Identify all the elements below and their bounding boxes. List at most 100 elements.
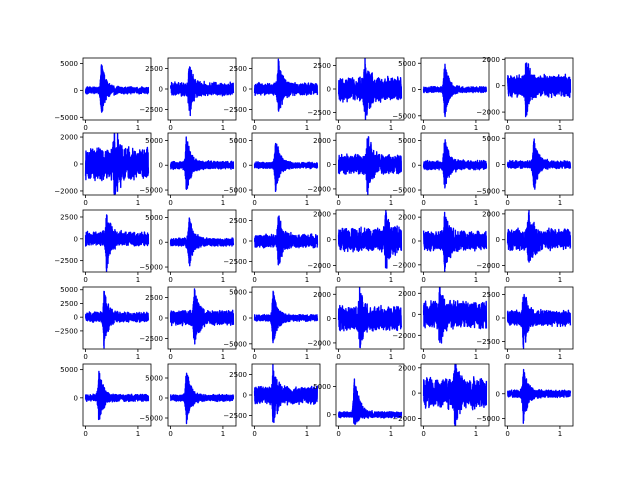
signal-line [506,368,572,424]
y-tick-label: 2500 [60,213,78,221]
axes-frame [335,209,405,273]
y-tick-label: 0 [496,315,500,323]
subplot: 0 1 −2500 0 2500 [223,209,321,284]
subplot: 0 1 −2000 0 2000 [476,209,574,284]
x-tick-label: 0 [252,353,256,361]
subplot: 0 1 −5000 0 [476,363,574,438]
subplot: 0 1 −5000 0 5000 [476,132,574,207]
y-tick-label: 0 [496,161,500,169]
y-tick-label: 0 [496,82,500,90]
signal-line [337,286,403,349]
x-tick-label: 0 [336,353,340,361]
y-tick-label: −2500 [54,257,78,265]
y-tick-label: 5000 [398,137,416,145]
y-tick-label: 2500 [482,291,500,299]
y-tick-label: −5000 [54,114,78,122]
y-tick-label: −2000 [54,187,78,195]
signal-line [422,139,488,189]
signal-line [84,132,150,196]
x-tick-label: 1 [136,430,140,438]
axes-frame [167,209,237,273]
axes-frame [420,57,490,121]
x-tick-label: 1 [305,430,309,438]
y-tick-label: 0 [327,236,331,244]
y-tick-label: 5000 [229,289,247,297]
y-tick-label: 2000 [313,291,331,299]
y-tick-label: 0 [74,314,78,322]
x-tick-label: 1 [305,353,309,361]
x-tick-label: 1 [474,124,478,132]
subplot: 0 1 −2000 0 2000 [307,132,405,207]
y-tick-label: −5000 [139,187,163,195]
subplot: 0 1 −2500 0 2500 5000 [54,286,152,361]
subplot: 0 1 −5000 0 5000 [223,286,321,361]
y-tick-label: −5000 [476,187,500,195]
y-tick-label: 5000 [60,366,78,374]
x-tick-label: 0 [336,199,340,207]
y-tick-label: −5000 [476,415,500,423]
x-tick-label: 0 [505,276,509,284]
axes-frame [335,286,405,350]
signal-line [506,138,572,190]
subplot: 0 1 −5000 0 5000 [223,132,321,207]
x-tick-label: 0 [336,276,340,284]
x-tick-label: 0 [83,124,87,132]
y-tick-label: −2500 [54,327,78,335]
x-tick-label: 0 [505,124,509,132]
subplot: 0 1 −2000 0 2000 [392,209,490,284]
y-tick-label: 2000 [398,290,416,298]
y-tick-label: −2000 [476,109,500,117]
y-tick-label: 0 [159,162,163,170]
x-tick-label: 1 [305,124,309,132]
x-tick-label: 1 [389,276,393,284]
y-tick-label: 5000 [398,60,416,68]
y-tick-label: −5000 [139,415,163,423]
axes-frame [82,209,152,273]
subplot: 0 1 −2000 0 2000 [307,209,405,284]
x-tick-label: 1 [389,124,393,132]
axes-frame [420,286,490,350]
y-tick-label: 2500 [145,65,163,73]
x-tick-label: 0 [168,276,172,284]
x-tick-label: 1 [558,353,562,361]
signal-line [84,64,150,113]
x-tick-label: 1 [389,430,393,438]
signal-line [84,370,150,421]
axes-frame [82,57,152,121]
x-tick-label: 0 [168,124,172,132]
signal-line [422,63,488,118]
x-tick-label: 0 [505,199,509,207]
y-tick-label: 2500 [145,294,163,302]
y-tick-label: −2000 [307,185,331,193]
y-tick-label: 0 [243,86,247,94]
x-tick-label: 1 [474,199,478,207]
y-tick-label: 2000 [60,134,78,142]
axes-frame [504,209,574,273]
y-tick-label: −5000 [392,112,416,120]
subplot: 0 1 −5000 0 5000 [392,132,490,207]
y-tick-label: 0 [243,315,247,323]
y-tick-label: 5000 [60,60,78,68]
subplot: 0 1 −2500 0 2500 [476,286,574,361]
x-tick-label: 1 [389,199,393,207]
axes-frame [335,132,405,196]
y-tick-label: −2000 [307,339,331,347]
x-tick-label: 1 [558,124,562,132]
subplot: 0 1 −5000 0 5000 [139,363,237,438]
axes-frame [82,286,152,350]
y-tick-label: 2500 [60,300,78,308]
subplot: 0 1 0 5000 [313,363,405,438]
signal-line [506,62,572,118]
subplot: 0 1 −5000 0 5000 [139,132,237,207]
signal-line [253,363,319,424]
y-tick-label: 0 [496,236,500,244]
y-tick-label: 0 [243,162,247,170]
x-tick-label: 0 [505,353,509,361]
y-tick-label: 2000 [398,364,416,372]
signal-line [337,57,403,121]
axes-frame [251,132,321,196]
subplot-grid: 0 1 −5000 0 5000 0 1 −2500 0 2500 0 1 −2500 0 2500 0 1 −2… [54,56,574,438]
y-tick-label: 0 [327,86,331,94]
x-tick-label: 1 [305,199,309,207]
signal-line [253,290,319,344]
